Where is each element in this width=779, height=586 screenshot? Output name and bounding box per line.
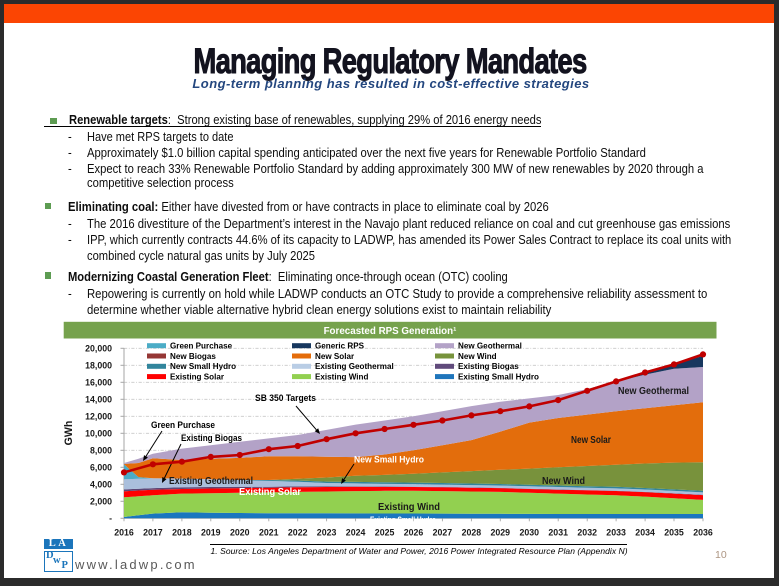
svg-text:16,000: 16,000 (85, 377, 112, 387)
svg-text:2035: 2035 (664, 527, 684, 537)
svg-text:SB 350 Targets: SB 350 Targets (255, 393, 316, 403)
svg-text:Existing Biogas: Existing Biogas (458, 362, 519, 371)
svg-text:2019: 2019 (201, 527, 221, 537)
svg-text:New Biogas: New Biogas (170, 352, 216, 361)
svg-text:Existing Wind: Existing Wind (378, 502, 440, 513)
svg-text:2023: 2023 (317, 527, 337, 537)
svg-text:New Small Hydro: New Small Hydro (354, 455, 424, 466)
svg-text:2017: 2017 (143, 527, 163, 537)
svg-text:2,000: 2,000 (90, 496, 112, 506)
svg-text:New Solar: New Solar (571, 435, 611, 446)
svg-text:Existing Solar: Existing Solar (239, 487, 301, 498)
svg-text:2027: 2027 (433, 527, 453, 537)
svg-text:2032: 2032 (577, 527, 597, 537)
svg-text:2033: 2033 (606, 527, 626, 537)
svg-text:2034: 2034 (635, 527, 655, 537)
svg-text:GWh: GWh (63, 421, 75, 446)
svg-text:4,000: 4,000 (90, 479, 112, 489)
svg-text:Existing Geothermal: Existing Geothermal (169, 476, 253, 487)
svg-text:Generic RPS: Generic RPS (315, 342, 365, 351)
svg-text:2021: 2021 (259, 527, 279, 537)
svg-text:-: - (109, 513, 112, 523)
svg-text:Existing Small Hydro: Existing Small Hydro (458, 372, 539, 381)
svg-text:New Wind: New Wind (542, 476, 585, 487)
svg-text:New Geothermal: New Geothermal (618, 386, 689, 397)
svg-text:Green Purchase: Green Purchase (151, 420, 215, 430)
svg-text:2024: 2024 (346, 527, 366, 537)
svg-text:2028: 2028 (462, 527, 482, 537)
svg-text:New Solar: New Solar (315, 352, 355, 361)
svg-text:New Small Hydro: New Small Hydro (170, 362, 236, 371)
svg-text:Existing Small Hydro: Existing Small Hydro (370, 515, 436, 525)
svg-text:8,000: 8,000 (90, 445, 112, 455)
svg-text:2031: 2031 (548, 527, 568, 537)
svg-text:New Geothermal: New Geothermal (458, 342, 522, 351)
svg-text:14,000: 14,000 (85, 394, 112, 404)
svg-text:2036: 2036 (693, 527, 713, 537)
svg-text:2016: 2016 (114, 527, 134, 537)
svg-text:New Wind: New Wind (458, 352, 497, 361)
svg-text:Existing Solar: Existing Solar (170, 372, 225, 381)
svg-text:2020: 2020 (230, 527, 250, 537)
svg-text:12,000: 12,000 (85, 411, 112, 421)
svg-text:2030: 2030 (520, 527, 540, 537)
svg-text:6,000: 6,000 (90, 462, 112, 472)
svg-text:10,000: 10,000 (85, 428, 112, 438)
svg-text:2029: 2029 (491, 527, 511, 537)
svg-text:Existing Geothermal: Existing Geothermal (315, 362, 394, 371)
svg-text:20,000: 20,000 (85, 343, 112, 353)
svg-text:2025: 2025 (375, 527, 395, 537)
svg-text:2026: 2026 (404, 527, 424, 537)
svg-text:2018: 2018 (172, 527, 192, 537)
svg-text:Existing Biogas: Existing Biogas (181, 433, 242, 443)
svg-text:18,000: 18,000 (85, 360, 112, 370)
svg-text:Existing Wind: Existing Wind (315, 372, 368, 381)
svg-text:Green Purchase: Green Purchase (170, 342, 233, 351)
svg-text:2022: 2022 (288, 527, 308, 537)
svg-text:Forecasted RPS Generation¹: Forecasted RPS Generation¹ (324, 326, 457, 337)
